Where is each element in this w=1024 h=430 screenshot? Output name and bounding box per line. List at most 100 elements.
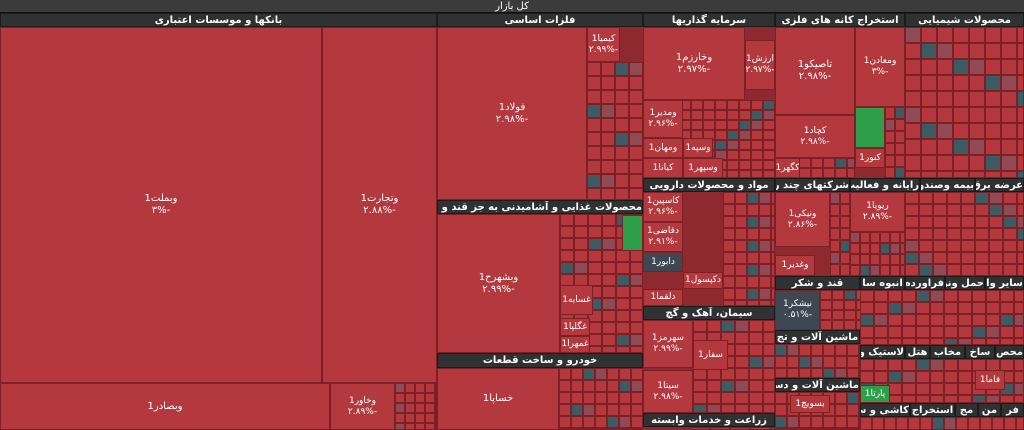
tile	[905, 171, 921, 178]
tile	[560, 250, 574, 262]
tile	[985, 171, 1001, 178]
tile	[615, 90, 629, 104]
tile	[1014, 371, 1024, 383]
tile	[953, 171, 969, 178]
tile	[975, 216, 989, 228]
tile	[583, 380, 595, 392]
tile	[727, 110, 739, 120]
tile	[616, 262, 630, 274]
stock-cell: پارتا1	[860, 385, 890, 403]
tile	[631, 368, 643, 380]
tile	[771, 216, 775, 228]
stock-name: وسپهر1	[688, 162, 718, 173]
stock-cell: کیانا1	[643, 158, 683, 178]
tile	[616, 274, 630, 286]
stock-change: -۲.۹۸%	[798, 71, 832, 82]
stock-name: سیتا1	[657, 380, 679, 391]
tile	[571, 404, 583, 416]
tile	[1014, 326, 1024, 338]
tile	[860, 314, 874, 326]
tile	[727, 160, 739, 170]
tile	[602, 262, 616, 274]
tile	[616, 334, 630, 346]
tile	[820, 320, 832, 330]
tile	[749, 320, 763, 332]
tile	[587, 62, 601, 76]
tile	[872, 417, 884, 430]
tile	[958, 395, 972, 403]
sector-header: ماشین آلات و دست	[775, 378, 860, 392]
tile	[763, 344, 775, 356]
tile	[631, 404, 643, 416]
tile	[405, 383, 415, 393]
tile	[739, 110, 751, 120]
tile	[900, 265, 905, 276]
tile	[930, 338, 944, 345]
tile	[830, 240, 840, 252]
tile	[902, 395, 916, 403]
tile	[759, 216, 771, 228]
tile	[953, 155, 969, 171]
tile	[830, 216, 840, 228]
tile	[937, 91, 953, 107]
stock-cell: غمهرا1	[560, 336, 590, 353]
tile	[721, 368, 735, 380]
stock-name: دابور1	[651, 256, 675, 267]
tile	[860, 290, 874, 302]
tile	[559, 380, 571, 392]
tile	[763, 120, 775, 130]
tile	[916, 383, 930, 395]
tile	[583, 404, 595, 416]
tile	[1001, 75, 1017, 91]
tile	[989, 264, 1003, 276]
tile	[601, 132, 615, 146]
tile	[749, 344, 763, 356]
tile	[823, 168, 835, 178]
tile	[835, 404, 847, 416]
tile	[630, 286, 643, 298]
sector-header: سایر وا	[985, 276, 1024, 290]
tile	[953, 107, 969, 123]
tile	[921, 75, 937, 91]
tile	[747, 264, 759, 276]
tile	[405, 403, 415, 413]
tile	[771, 240, 775, 252]
tile	[985, 91, 1001, 107]
tile	[937, 107, 953, 123]
tile	[735, 192, 747, 204]
tile	[888, 314, 902, 326]
tile	[847, 404, 859, 416]
sector-header: هتل	[905, 345, 930, 359]
tile	[986, 395, 1000, 403]
tile	[953, 75, 969, 91]
tile	[975, 252, 989, 264]
stock-name: تاصیکو1	[797, 59, 833, 70]
tile	[721, 320, 735, 332]
stock-change: -۲.۹۸%	[800, 136, 830, 147]
sector-header: کاشی و سر	[860, 403, 910, 417]
stock-change: -۲.۹۸%	[495, 113, 529, 125]
tile	[830, 264, 840, 276]
tile	[830, 252, 840, 264]
tile	[986, 290, 1000, 302]
tile	[989, 204, 1003, 216]
tile	[937, 139, 953, 155]
tile	[749, 368, 763, 380]
tile	[771, 252, 775, 264]
tile	[415, 383, 425, 393]
tile	[759, 192, 771, 204]
stock-cell: سفار1	[693, 340, 728, 370]
tile	[727, 100, 739, 110]
tile	[707, 380, 721, 392]
stock-name: ارزش1	[746, 54, 774, 64]
tile	[921, 59, 937, 75]
sector-header: فراورده	[905, 276, 945, 290]
tile	[763, 140, 775, 150]
tile	[989, 216, 1003, 228]
tile	[956, 417, 968, 430]
tile	[747, 300, 759, 306]
tile	[739, 150, 751, 160]
stock-change: -۲.۸۶%	[787, 219, 818, 230]
tile	[1001, 123, 1017, 139]
tile	[958, 290, 972, 302]
